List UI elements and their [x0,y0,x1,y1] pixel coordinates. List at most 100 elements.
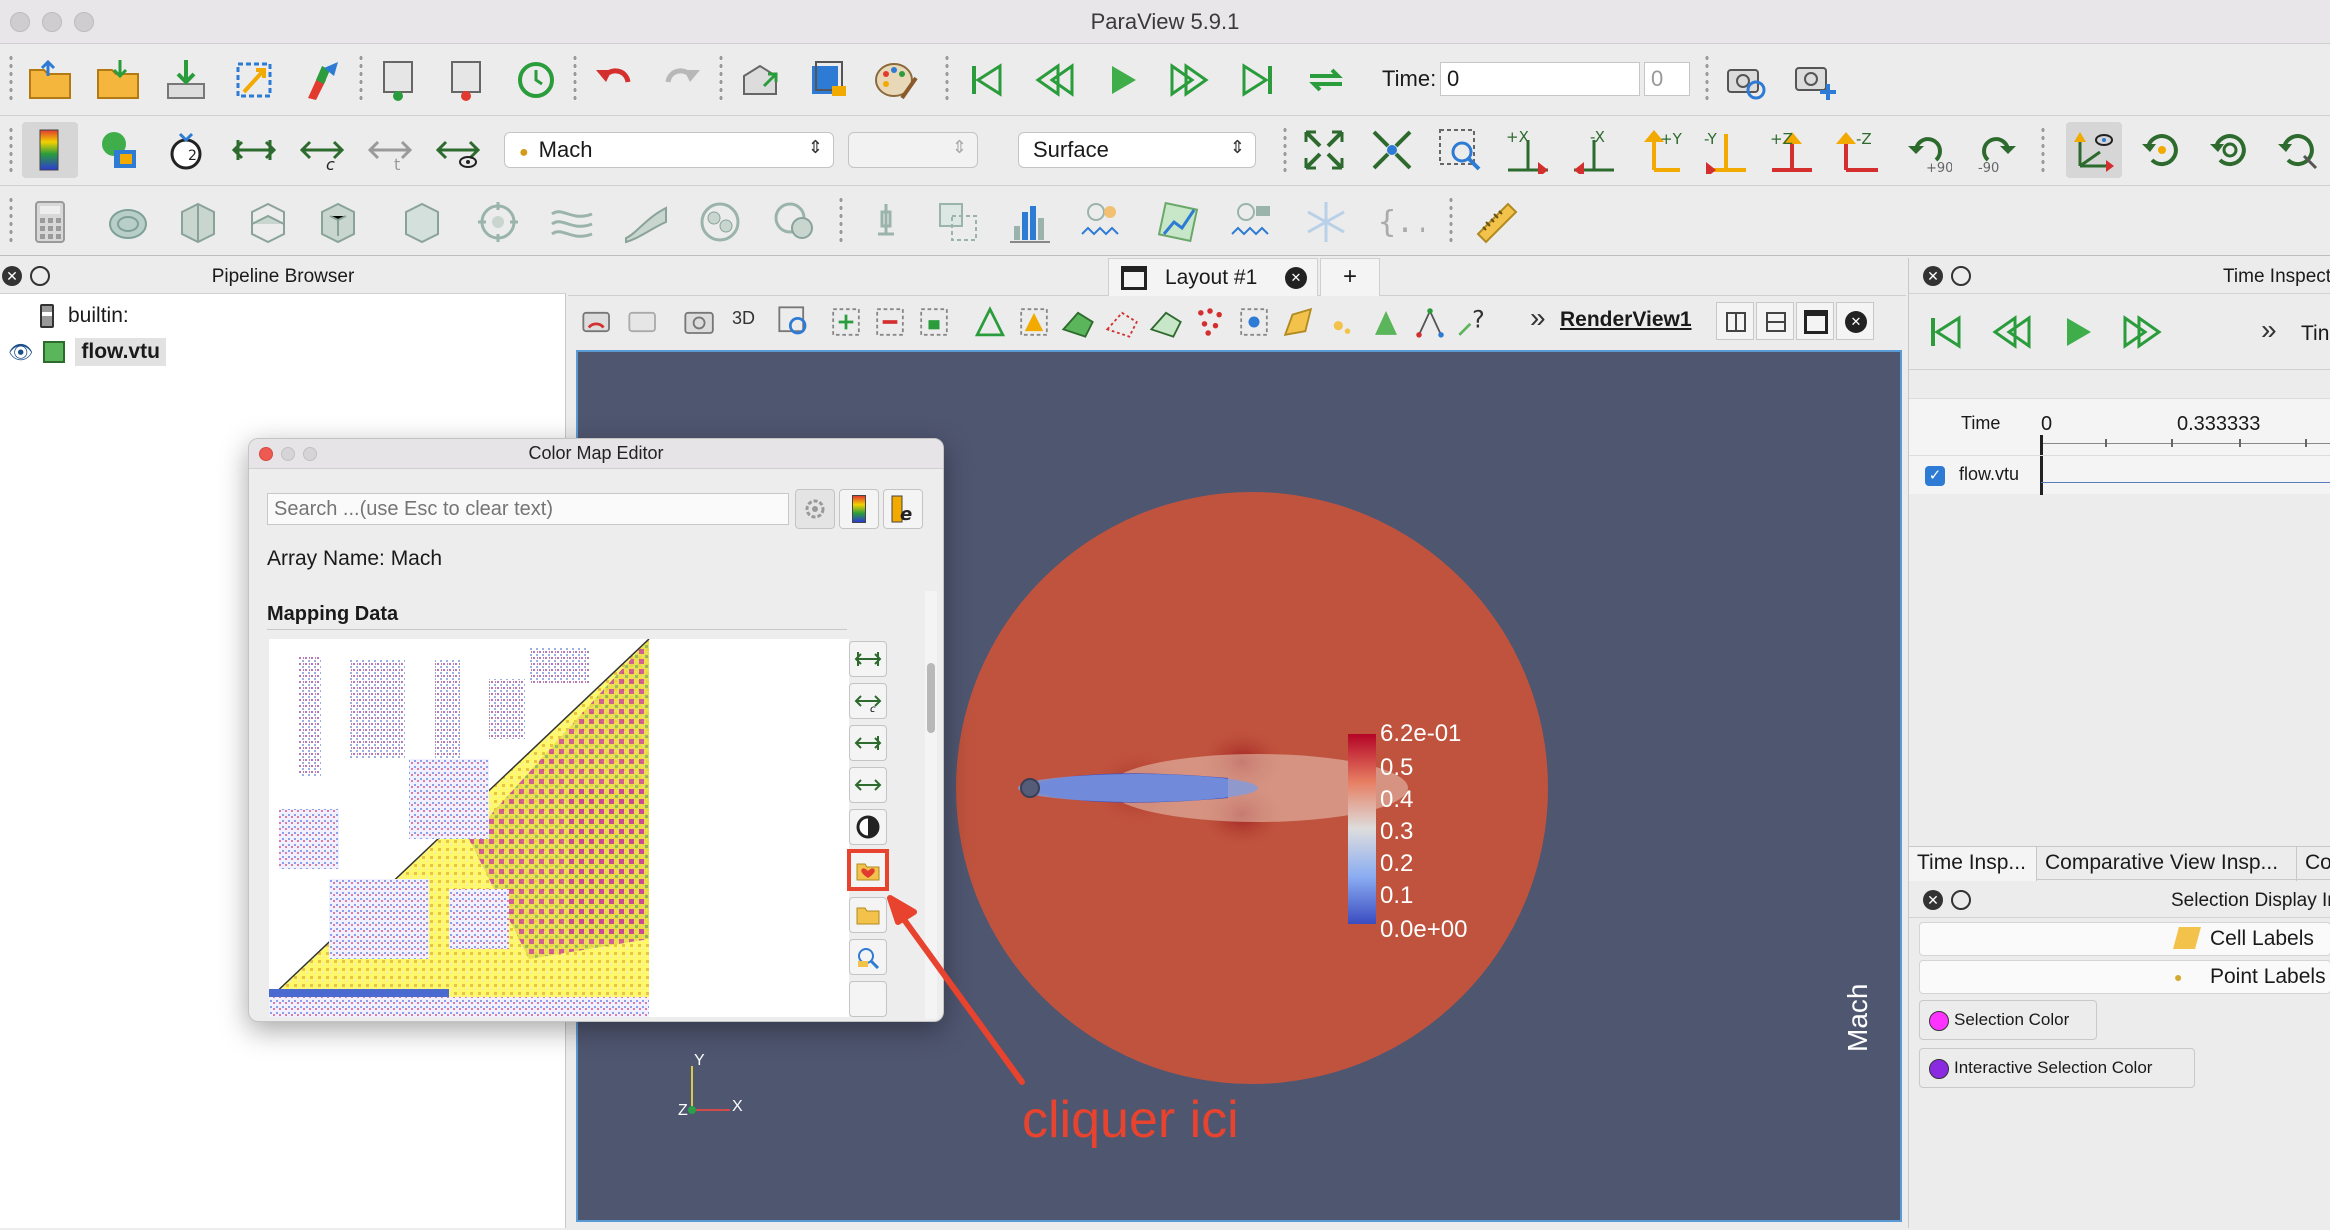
maximize-view-button[interactable] [1796,302,1834,340]
rescale-data-range-icon[interactable] [226,122,282,178]
more-controls-button[interactable]: » [2261,314,2277,345]
scalar-bar[interactable]: 6.2e-01 0.5 0.4 0.3 0.2 0.1 0.0e+00 [1344,720,1544,943]
advanced-settings-button[interactable] [795,489,835,529]
slice-filter-icon[interactable] [240,194,296,250]
play-icon[interactable] [1094,52,1150,108]
frustum-select-icon[interactable] [1364,300,1408,344]
previous-frame-icon[interactable] [1983,304,2039,360]
dialog-zoom-button[interactable] [303,447,317,461]
select-cells-icon[interactable] [824,300,868,344]
pipeline-item-flow-vtu[interactable]: 👁 flow.vtu [8,336,166,368]
colorbar-toggle-button[interactable] [839,489,879,529]
disconnect-icon[interactable] [440,52,496,108]
capture-image-icon[interactable] [678,300,722,344]
color-by-combo[interactable]: ● Mach ⇕ [504,132,834,168]
dialog-scrollbar[interactable] [925,591,937,1019]
query-help-icon[interactable]: ? [1452,300,1496,344]
glyph-filter-icon[interactable] [470,194,526,250]
select-points-on-icon[interactable] [968,300,1012,344]
pick-center-icon[interactable] [2270,122,2326,178]
last-frame-icon[interactable] [1230,52,1286,108]
hover-cells-icon[interactable] [1276,300,1320,344]
add-layout-tab-button[interactable]: + [1320,258,1380,296]
probe-location-icon[interactable] [858,194,914,250]
interactive-select-points-icon[interactable] [1232,300,1276,344]
invert-transfer-button[interactable] [849,809,887,845]
load-state-icon[interactable] [158,52,214,108]
pipeline-item-builtin[interactable]: builtin: [40,300,129,332]
python-shell-icon[interactable] [294,52,350,108]
extract-subset-icon[interactable] [394,194,450,250]
representation-combo[interactable]: Surface ⇕ [1018,132,1256,168]
temporal-shift-icon[interactable] [1298,194,1354,250]
plot-selection-over-time-icon[interactable] [1224,194,1280,250]
interactive-selection-color-button[interactable]: Interactive Selection Color [1919,1048,2195,1088]
dialog-scrollbar-thumb[interactable] [927,663,935,733]
grow-selection-icon[interactable] [912,300,956,344]
rescale-visible-button[interactable] [849,767,887,803]
close-icon[interactable]: ✕ [2,266,22,286]
view-plus-y-button[interactable]: +Y [1632,122,1688,178]
plot-over-time-icon[interactable] [1074,194,1130,250]
component-combo[interactable]: ⇕ [848,132,978,168]
record-animation-icon[interactable] [1786,52,1842,108]
close-icon[interactable]: ✕ [1923,890,1943,910]
more-options-button[interactable] [849,981,887,1017]
zoom-to-data-icon[interactable] [1364,122,1420,178]
toggle-3d-button[interactable]: 3D [732,308,756,328]
rescale-data-range-button[interactable] [849,641,887,677]
reset-session-icon[interactable] [226,52,282,108]
toggle-color-legend-icon[interactable] [22,122,78,178]
warp-by-vector-icon[interactable] [618,194,674,250]
time-input[interactable]: 0 [1440,62,1640,96]
view-plus-z-button[interactable]: +Z [1764,122,1820,178]
dialog-minimize-button[interactable] [281,447,295,461]
selection-color-button[interactable]: Selection Color [1919,1000,2097,1040]
play-icon[interactable] [2049,304,2105,360]
split-horizontal-button[interactable] [1716,302,1754,340]
open-folder-icon[interactable] [22,52,78,108]
tab-time-inspector[interactable]: Time Insp... [1909,847,2037,881]
select-points-polygon-icon[interactable] [1100,300,1144,344]
clip-filter-icon[interactable] [170,194,226,250]
colormap-preset-canvas[interactable] [269,639,849,1017]
reset-center-icon[interactable] [2202,122,2258,178]
next-frame-icon[interactable] [2115,304,2171,360]
dialog-close-button[interactable] [259,447,273,461]
plot-data-icon[interactable] [1150,194,1206,250]
import-preset-button[interactable] [849,897,887,933]
rescale-visible-range-icon[interactable] [430,122,486,178]
capture-screenshot-icon[interactable] [1718,52,1774,108]
auto-apply-icon[interactable] [508,52,564,108]
connect-icon[interactable] [372,52,428,108]
time-index-spinbox[interactable]: 0 [1644,62,1690,96]
float-panel-icon[interactable] [1951,266,1971,286]
ruler-icon[interactable] [1468,194,1524,250]
rotate-minus-90-button[interactable]: -90 [1968,122,2024,178]
close-icon[interactable]: ✕ [1923,266,1943,286]
view-minus-y-button[interactable]: -Y [1698,122,1754,178]
redo-icon[interactable] [654,52,710,108]
screenshot-preview-icon[interactable] [800,52,856,108]
camera-link-icon[interactable] [732,52,788,108]
stream-tracer-icon[interactable] [544,194,600,250]
more-tools-button[interactable]: » [1530,302,1546,333]
close-view-button[interactable]: ✕ [1836,302,1874,340]
show-orientation-axes-icon[interactable] [2066,122,2122,178]
save-preset-button[interactable] [849,939,887,975]
undo-icon[interactable] [586,52,642,108]
edit-colorbar-button[interactable]: e [883,489,923,529]
eye-icon[interactable]: 👁 [8,341,34,364]
first-frame-icon[interactable] [958,52,1014,108]
reset-range-custom-icon[interactable]: 2 [158,122,214,178]
camera-redo-icon[interactable] [622,300,666,344]
rescale-custom-range-icon[interactable]: c [294,122,350,178]
close-tab-icon[interactable]: ✕ [1285,267,1307,289]
rotation-center-icon[interactable] [2134,122,2190,178]
rescale-custom-range-button[interactable]: c [849,683,887,719]
histogram-icon[interactable] [1002,194,1058,250]
view-minus-z-button[interactable]: -Z [1830,122,1886,178]
tab-collaboration[interactable]: Co [2297,847,2330,881]
select-cells-polygon-icon[interactable] [1056,300,1100,344]
edit-color-map-icon[interactable] [90,122,146,178]
